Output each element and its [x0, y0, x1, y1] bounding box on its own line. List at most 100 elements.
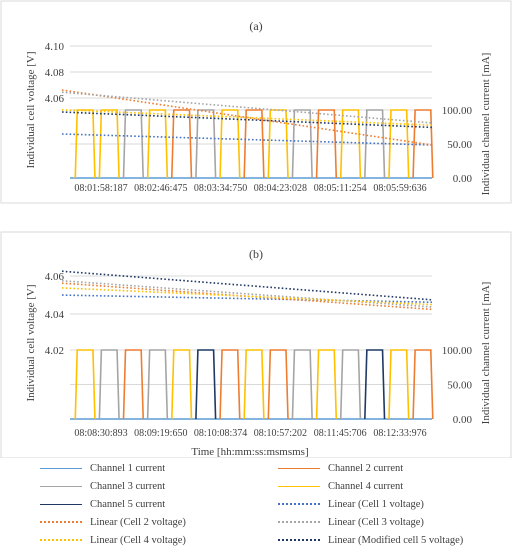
- legend-label: Linear (Cell 2 voltage): [90, 516, 186, 528]
- panel-a-current-series: [70, 109, 434, 179]
- legend-label: Channel 1 current: [90, 462, 166, 474]
- legend-swatch: [40, 467, 82, 469]
- legend-item-channel-1-current: Channel 1 current: [40, 460, 165, 476]
- panel-a-right-tick-label: 50.00: [447, 139, 472, 151]
- panel-a-channel-3-current-pulse: [364, 109, 386, 179]
- panel-a-x-tick-label: 08:01:58:187: [74, 183, 127, 194]
- panel-b-left-tick-label: 4.06: [45, 271, 65, 283]
- panel-b-channel-3-current-pulse: [146, 349, 169, 420]
- panel-b-x-axis-title: Time [hh:mm:ss:msmsms]: [191, 446, 308, 458]
- panel-b-right-tick-label: 50.00: [447, 380, 472, 392]
- panel-b-channel-3-current-pulse: [291, 349, 313, 420]
- legend-item-channel-2-current: Channel 2 current: [278, 460, 403, 476]
- panel-a-left-axis-title: Individual cell voltage [V]: [25, 52, 37, 169]
- legend-swatch: [278, 503, 320, 505]
- panel-b-x-tick-label: 08:10:57:202: [254, 428, 307, 439]
- panel-a-linear-cell-3-voltage-trend: [61, 91, 433, 124]
- panel-b-linear-modified-cell-5-voltage-trend: [61, 270, 433, 301]
- panel-a: (a) Individual cell voltage [V] Individu…: [0, 0, 512, 204]
- legend-swatch: [40, 521, 82, 523]
- panel-b-right-axis-title: Individual channel current [mA]: [480, 282, 492, 425]
- panel-b-channel-5-current-pulse: [364, 349, 386, 420]
- panel-b-channel-5-current-pulse: [195, 349, 217, 420]
- panel-b-voltage-trends: [61, 270, 433, 311]
- legend-label: Linear (Modified cell 5 voltage): [328, 534, 464, 546]
- panel-a-x-tick-label: 08:05:59:636: [373, 183, 426, 194]
- legend-label: Linear (Cell 4 voltage): [90, 534, 186, 546]
- legend-item-linear-cell-4-voltage: Linear (Cell 4 voltage): [40, 532, 186, 548]
- panel-a-channel-4-current-pulse: [146, 109, 169, 179]
- panel-b-x-tick-label: 08:11:45:706: [314, 428, 367, 439]
- legend-item-channel-4-current: Channel 4 current: [278, 478, 403, 494]
- panel-a-right-tick-label: 100.00: [442, 105, 473, 117]
- panel-b: (b) Individual cell voltage [V] Individu…: [0, 231, 512, 458]
- panel-b-x-tick-label: 08:09:19:650: [134, 428, 187, 439]
- panel-b-channel-4-current-pulse: [315, 349, 338, 420]
- panel-a-channel-2-current-pulse: [315, 109, 338, 179]
- panel-a-channel-4-current-pulse: [219, 109, 241, 179]
- panel-b-frame: [0, 231, 512, 458]
- panel-a-linear-cell-4-voltage-trend: [61, 109, 433, 126]
- panel-b-channel-2-current-pulse: [122, 349, 144, 420]
- panel-a-left-tick-label: 4.10: [45, 41, 65, 53]
- panel-b-right-tick-labels: 100.00 50.00 0.00: [442, 345, 473, 426]
- panel-a-left-tick-label: 4.06: [45, 93, 65, 105]
- legend-label: Channel 2 current: [328, 462, 404, 474]
- panel-b-x-tick-labels: 08:08:30:893 08:09:19:650 08:10:08:374 08:1…: [74, 428, 426, 439]
- panel-a-channel-2-current-pulse: [243, 109, 265, 179]
- panel-b-linear-cell-4-voltage-trend: [61, 287, 433, 306]
- panel-a-label: (a): [249, 19, 262, 33]
- legend-item-linear-cell-3-voltage: Linear (Cell 3 voltage): [278, 514, 424, 530]
- legend-swatch: [40, 503, 82, 505]
- panel-b-left-axis-title: Individual cell voltage [V]: [25, 285, 37, 402]
- panel-b-x-tick-label: 08:12:33:976: [373, 428, 426, 439]
- panel-b-channel-2-current-pulse: [219, 349, 241, 420]
- panel-b-channel-4-current-pulse: [74, 349, 96, 420]
- legend-item-linear-modified-cell-5-voltage: Linear (Modified cell 5 voltage): [278, 532, 463, 548]
- panel-b-channel-4-current-pulse: [388, 349, 410, 420]
- panel-a-voltage-trends: [61, 89, 433, 146]
- panel-b-right-tick-label: 100.00: [442, 345, 473, 357]
- panel-a-channel-3-current-pulse: [122, 109, 144, 179]
- legend-swatch: [278, 485, 320, 487]
- figure: (a) Individual cell voltage [V] Individu…: [0, 0, 512, 458]
- legend-item-linear-cell-2-voltage: Linear (Cell 2 voltage): [40, 514, 186, 530]
- panel-b-linear-cell-3-voltage-trend: [61, 279, 433, 308]
- panel-a-x-tick-label: 08:02:46:475: [134, 183, 187, 194]
- panel-b-label: (b): [249, 247, 263, 261]
- panel-a-x-tick-label: 08:04:23:028: [254, 183, 307, 194]
- legend-swatch: [40, 485, 82, 487]
- panel-b-left-tick-label: 4.02: [45, 345, 64, 357]
- legend-label: Channel 3 current: [90, 480, 166, 492]
- panel-b-channel-2-current-pulse: [267, 349, 289, 420]
- panel-b-channel-4-current-pulse: [170, 349, 193, 420]
- panel-a-channel-4-current-pulse: [339, 109, 362, 179]
- legend-label: Linear (Cell 1 voltage): [328, 498, 424, 510]
- legend-swatch: [278, 521, 320, 523]
- panel-a-channel-2-current-pulse: [170, 109, 193, 179]
- panel-a-left-tick-label: 4.08: [45, 67, 65, 79]
- panel-a-x-tick-label: 08:05:11:254: [314, 183, 367, 194]
- panel-b-left-tick-labels: 4.06 4.04 4.02: [45, 271, 65, 357]
- legend-item-linear-cell-1-voltage: Linear (Cell 1 voltage): [278, 496, 424, 512]
- panel-a-x-tick-labels: 08:01:58:187 08:02:46:475 08:03:34:750 08:0…: [74, 183, 426, 194]
- panel-b-x-tick-label: 08:08:30:893: [74, 428, 127, 439]
- panel-b-current-series: [70, 349, 434, 420]
- panel-a-channel-3-current-pulse: [195, 109, 217, 179]
- panel-a-x-tick-label: 08:03:34:750: [194, 183, 247, 194]
- legend-label: Linear (Cell 3 voltage): [328, 516, 424, 528]
- panel-a-channel-2-current-pulse: [412, 109, 434, 179]
- panel-b-x-tick-label: 08:10:08:374: [194, 428, 247, 439]
- panel-a-linear-cell-1-voltage-trend: [61, 133, 433, 146]
- panel-a-linear-cell-2-voltage-trend: [61, 89, 433, 146]
- panel-b-right-tick-label: 0.00: [453, 414, 473, 426]
- panel-b-channel-2-current-pulse: [412, 349, 434, 420]
- panel-a-right-tick-label: 0.00: [453, 173, 473, 185]
- panel-b-channel-3-current-pulse: [339, 349, 362, 420]
- legend: Channel 1 current Channel 2 current Channe…: [0, 458, 513, 550]
- panel-a-right-tick-labels: 100.00 50.00 0.00: [442, 105, 473, 185]
- panel-a-channel-4-current-pulse: [98, 109, 120, 179]
- legend-swatch: [40, 539, 82, 541]
- panel-b-linear-cell-2-voltage-trend: [61, 282, 433, 311]
- legend-swatch: [278, 467, 320, 469]
